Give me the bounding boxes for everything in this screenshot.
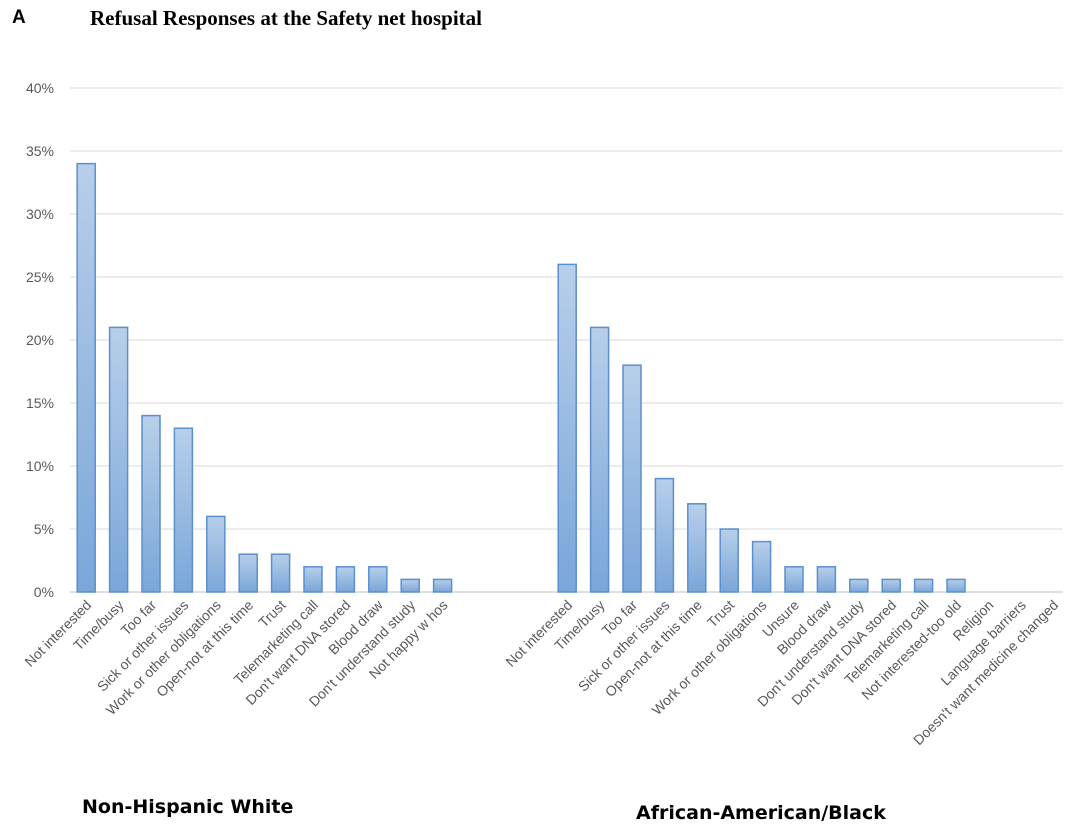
bar — [622, 364, 642, 593]
y-tick-label: 30% — [26, 206, 54, 222]
panel-letter: A — [12, 7, 26, 28]
y-tick-label: 40% — [26, 80, 54, 96]
bar — [784, 566, 804, 593]
bar — [238, 553, 258, 593]
bar — [206, 515, 226, 593]
y-axis-ticks: 0% 5% 10% 15% 20% 25% 30% 35% 40% — [26, 80, 54, 600]
bar — [368, 566, 388, 593]
bar — [76, 162, 96, 593]
bar — [400, 578, 420, 593]
y-tick-label: 25% — [26, 269, 54, 285]
bar — [849, 578, 869, 593]
bar — [303, 566, 323, 593]
group-label-non-hispanic-white: Non-Hispanic White — [82, 796, 294, 818]
group-label-african-american-black: African-American/Black — [636, 802, 886, 824]
y-tick-label: 35% — [26, 143, 54, 159]
bar — [719, 528, 739, 593]
y-tick-label: 15% — [26, 395, 54, 411]
bar — [557, 263, 577, 593]
y-tick-label: 10% — [26, 458, 54, 474]
bar — [141, 414, 161, 593]
bar — [687, 503, 707, 593]
bar — [654, 477, 675, 593]
bar — [946, 578, 966, 593]
y-tick-label: 0% — [34, 584, 54, 600]
bar — [913, 578, 934, 593]
bar — [881, 578, 901, 593]
chart-title: Refusal Responses at the Safety net hosp… — [90, 6, 483, 30]
bar — [432, 578, 453, 593]
bar — [173, 427, 194, 593]
bar — [108, 326, 129, 593]
y-tick-label: 5% — [34, 521, 54, 537]
bar — [270, 553, 291, 593]
bar — [816, 566, 837, 593]
bar — [751, 540, 772, 593]
bars — [76, 162, 966, 593]
bar — [589, 326, 610, 593]
bar — [335, 566, 356, 593]
y-tick-label: 20% — [26, 332, 54, 348]
